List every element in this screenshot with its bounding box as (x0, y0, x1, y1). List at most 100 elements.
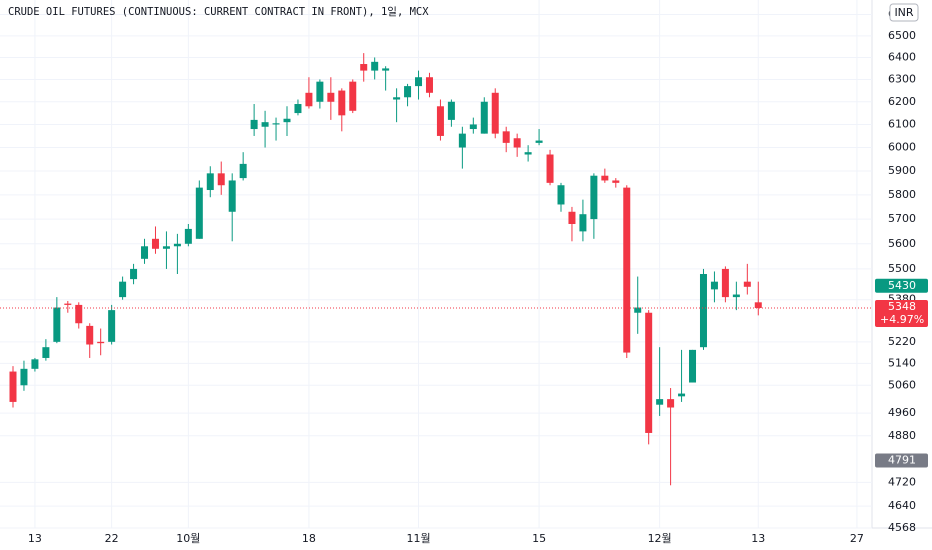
candle-body (151, 238, 159, 249)
candle-body (404, 86, 412, 98)
y-tick-label: 6200 (888, 95, 916, 108)
candle-body (579, 214, 587, 232)
candles (0, 53, 872, 486)
candle-body (294, 104, 302, 114)
candle-body (20, 368, 28, 386)
y-tick-label: 4880 (888, 429, 916, 442)
candle-body (272, 123, 280, 125)
candle-body (53, 307, 61, 342)
candle-body (261, 122, 269, 127)
price-badge (875, 278, 928, 293)
x-tick-label: 15 (532, 532, 546, 545)
axis-labels: 4568464047204880496050605140522053805500… (28, 8, 928, 545)
candle-body (535, 140, 543, 143)
candle-body (568, 211, 576, 224)
candle-body (119, 281, 127, 298)
candle-body (75, 304, 83, 324)
candle-body (371, 61, 379, 71)
candle-body (195, 187, 203, 239)
candle-body (9, 371, 17, 402)
y-tick-label: 6400 (888, 50, 916, 63)
candle-body (184, 228, 192, 244)
x-tick-label: 12월 (648, 532, 672, 545)
y-tick-label: 4568 (888, 521, 916, 534)
candle-body (513, 138, 521, 148)
grid (0, 0, 872, 529)
y-tick-label: 6500 (888, 29, 916, 42)
candle-body (338, 90, 346, 116)
candle-body (732, 294, 740, 298)
candle-body (239, 163, 247, 179)
candle-body (546, 154, 554, 183)
candle-body (360, 64, 368, 71)
candle-body (458, 133, 466, 148)
candle-body (108, 310, 116, 342)
candle-body (42, 347, 50, 358)
candle-body (502, 131, 510, 143)
currency-box[interactable] (889, 3, 919, 22)
candle-body (590, 175, 598, 220)
candle-body (436, 106, 444, 136)
candle-body (173, 243, 181, 247)
y-tick-label: 4640 (888, 499, 916, 512)
y-tick-label: 6100 (888, 117, 916, 130)
candle-body (689, 349, 697, 383)
candle-body (141, 246, 149, 259)
candle-body (382, 68, 390, 71)
candle-body (97, 341, 105, 344)
candle-body (64, 303, 72, 305)
candle-body (656, 399, 664, 405)
candle-body (327, 92, 335, 102)
candle-body (721, 268, 729, 298)
x-tick-label: 18 (302, 532, 316, 545)
x-tick-label: 11월 (406, 532, 430, 545)
candle-body (31, 359, 39, 369)
candle-body (415, 77, 423, 87)
x-tick-label: 13 (751, 532, 765, 545)
price-badge-value: 5348 (888, 300, 916, 313)
candle-body (162, 246, 170, 249)
y-tick-label: 5220 (888, 335, 916, 348)
y-tick-label: 5800 (888, 188, 916, 201)
candle-body (667, 399, 675, 408)
price-badge (875, 453, 928, 468)
candle-body (217, 173, 225, 186)
y-tick-label: 5600 (888, 237, 916, 250)
candle-body (623, 187, 631, 353)
candle-body (469, 124, 477, 130)
x-tick-label: 27 (850, 532, 864, 545)
y-tick-label: 4960 (888, 406, 916, 419)
x-tick-label: 22 (105, 532, 119, 545)
y-tick-label: 5900 (888, 164, 916, 177)
candle-body (754, 302, 762, 309)
candle-body (425, 77, 433, 93)
candle-body (349, 81, 357, 111)
y-tick-label: 5700 (888, 212, 916, 225)
price-badge-value: 5430 (888, 279, 916, 292)
price-change: +4.97% (880, 313, 924, 326)
price-badge-value: 4791 (888, 453, 916, 466)
currency[interactable]: INR (894, 6, 913, 19)
candle-body (316, 81, 324, 102)
x-tick-label: 13 (28, 532, 42, 545)
candle-body (557, 185, 565, 205)
candle-body (491, 92, 499, 134)
candle-body (710, 281, 718, 290)
chart-title: CRUDE OIL FUTURES (CONTINUOUS: CURRENT C… (8, 5, 429, 18)
y-tick-label: 6000 (888, 141, 916, 154)
candle-body (86, 325, 94, 345)
candle-body (228, 180, 236, 212)
candle-body (699, 274, 707, 348)
candle-body (612, 180, 620, 183)
candle-body (524, 152, 532, 155)
y-tick-label: 5060 (888, 378, 916, 391)
candle-body (283, 118, 291, 123)
price-badge (875, 300, 928, 328)
candle-body (601, 175, 609, 181)
y-tick-label: 5140 (888, 356, 916, 369)
candle-body (393, 97, 401, 100)
candle-body (743, 281, 751, 287)
x-tick-label: 10월 (176, 532, 200, 545)
